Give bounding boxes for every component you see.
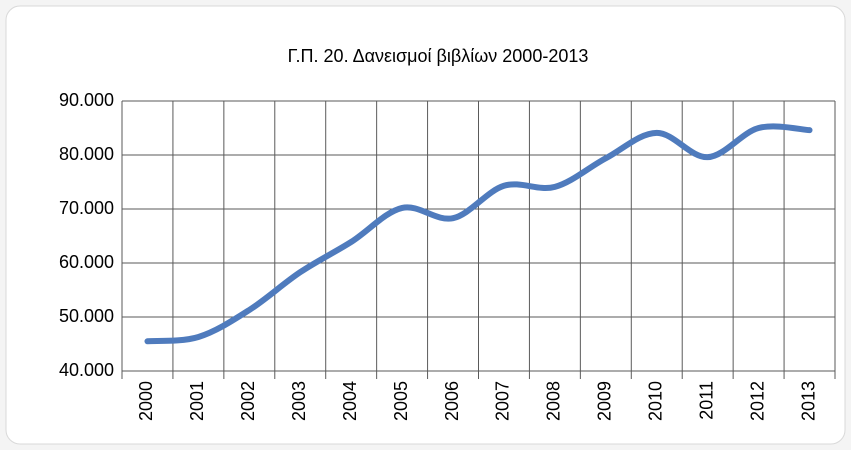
x-tick-label: 2002 [238, 381, 258, 421]
x-tick-label: 2008 [544, 381, 564, 421]
y-tick-label: 80.000 [59, 144, 114, 164]
x-tick-label: 2001 [187, 381, 207, 421]
x-tick-label: 2007 [493, 381, 513, 421]
x-tick-label: 2004 [340, 381, 360, 421]
y-tick-label: 70.000 [59, 198, 114, 218]
x-tick-label: 2013 [798, 381, 818, 421]
x-tick-label: 2011 [696, 381, 716, 420]
x-tick-label: 2000 [136, 381, 156, 421]
x-tick-label: 2012 [747, 381, 767, 421]
x-tick-label: 2009 [595, 381, 615, 421]
data-line [144, 123, 813, 345]
y-tick-label: 50.000 [59, 306, 114, 326]
x-tick-label: 2006 [442, 381, 462, 421]
y-tick-label: 90.000 [59, 90, 114, 110]
y-tick-label: 40.000 [59, 360, 114, 380]
chart-panel [5, 5, 846, 445]
x-tick-label: 2003 [289, 381, 309, 421]
y-tick-label: 60.000 [59, 252, 114, 272]
x-tick-label: 2005 [391, 381, 411, 421]
chart-title: Γ.Π. 20. Δανεισμοί βιβλίων 2000-2013 [288, 46, 589, 66]
x-tick-label: 2010 [646, 381, 666, 421]
